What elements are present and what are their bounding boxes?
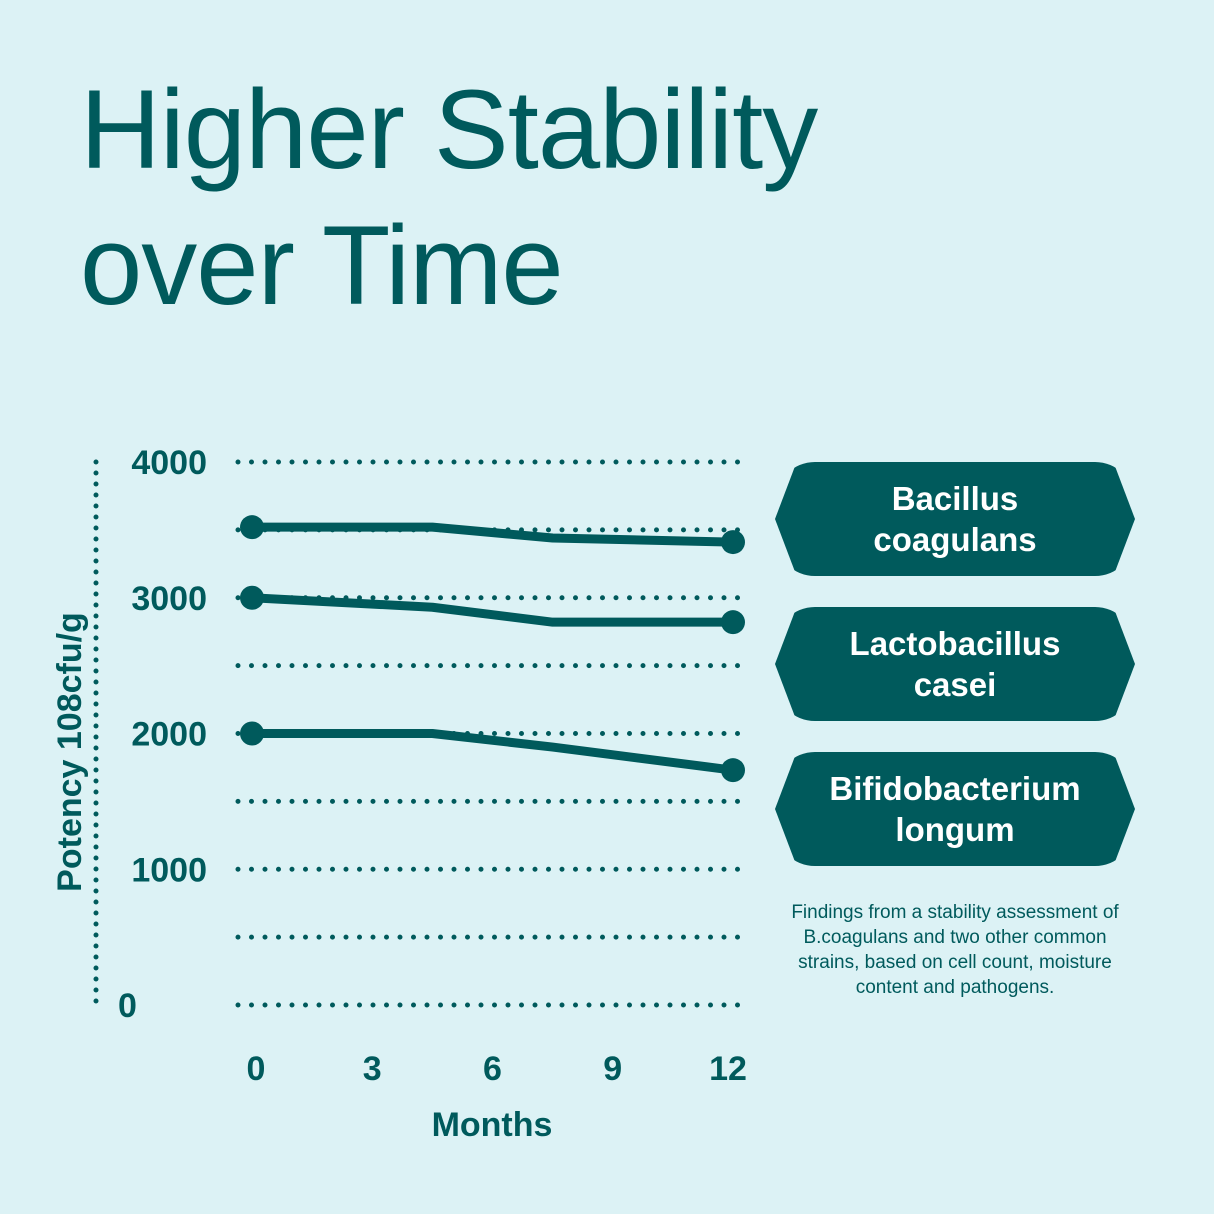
y-tick-label: 1000 [131, 851, 207, 889]
series-line [247, 593, 738, 627]
x-tick-label: 0 [247, 1050, 266, 1088]
legend-label-line-1: Bacillus [891, 480, 1019, 517]
legend-label-line-2: coagulans [873, 521, 1037, 558]
series-bifidobacterium-longum [240, 721, 745, 783]
data-point [240, 585, 264, 610]
data-point [240, 721, 264, 746]
series-line [247, 729, 738, 775]
series-lactobacillus-casei [240, 585, 745, 635]
legend-label-line-2: longum [895, 811, 1015, 848]
data-point [721, 530, 745, 555]
y-axis-label: Potency 108cfu/g [51, 612, 89, 892]
data-point [240, 515, 264, 540]
data-point [721, 610, 745, 635]
y-tick-label: 4000 [131, 444, 207, 482]
page-title: Higher Stability over Time [80, 62, 818, 334]
series-line [247, 522, 738, 547]
x-tick-label: 3 [363, 1050, 382, 1088]
title-line-1: Higher Stability [80, 67, 818, 192]
axes: 4000 3000 2000 1000 0 0 3 6 9 12 Months Potency 108… [51, 444, 747, 1144]
legend-label-line-2: casei [913, 666, 997, 703]
legend-lactobacillus-casei: Lactobacillus casei [775, 607, 1135, 721]
legend-bacillus-coagulans: Bacillus coagulans [775, 462, 1135, 576]
data-point [721, 758, 745, 783]
y-tick-label: 3000 [131, 580, 207, 618]
y-tick-label: 0 [118, 987, 137, 1025]
title-line-2: over Time [80, 203, 564, 328]
x-axis-label: Months [432, 1106, 553, 1144]
series-lines [240, 515, 745, 783]
x-tick-label: 12 [709, 1050, 747, 1088]
x-tick-label: 6 [483, 1050, 502, 1088]
y-tick-label: 2000 [131, 716, 207, 754]
legend-label-line-1: Lactobacillus [849, 625, 1061, 662]
legend-label-line-1: Bifidobacterium [829, 770, 1081, 807]
series-bacillus-coagulans [240, 515, 745, 555]
x-tick-label: 9 [603, 1050, 622, 1088]
legend-bifidobacterium-longum: Bifidobacterium longum [775, 752, 1135, 866]
footnote: Findings from a stability assessment of … [791, 902, 1119, 998]
